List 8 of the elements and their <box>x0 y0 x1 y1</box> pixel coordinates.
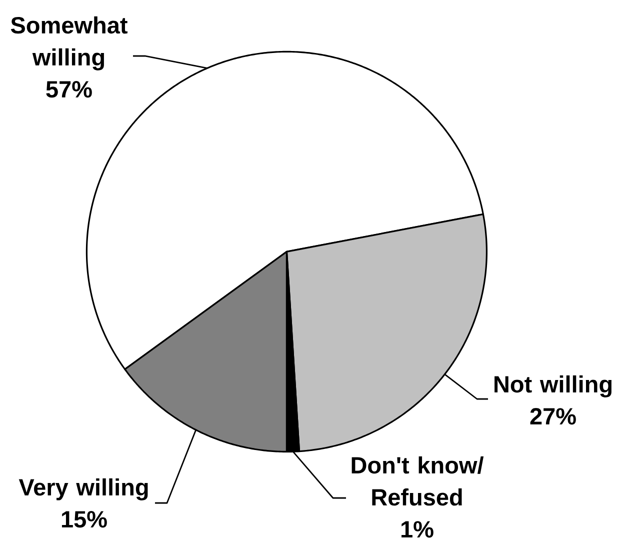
slice-label: Very willing <box>18 478 148 500</box>
data-label: 1% <box>402 521 434 538</box>
data-label: 27% <box>530 408 576 425</box>
slice-label: Not willing <box>494 375 612 398</box>
data-label: 15% <box>62 511 107 528</box>
slice-label: Somewhat willing <box>10 16 128 70</box>
data-label: 57% <box>46 81 92 98</box>
slice-label: Don't know/Refused <box>352 456 484 506</box>
